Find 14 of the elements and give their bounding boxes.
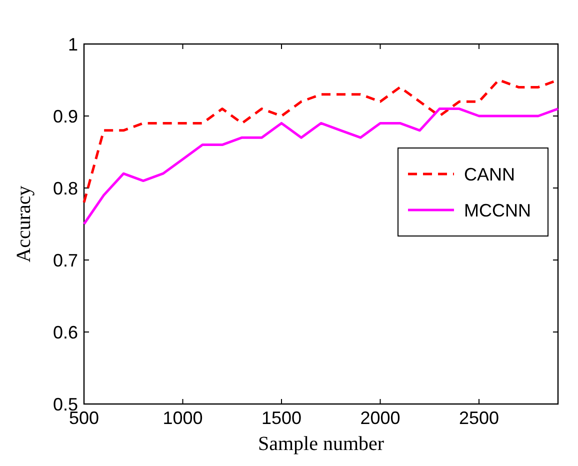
y-tick-label: 0.8 bbox=[52, 178, 78, 198]
legend-label: CANN bbox=[464, 164, 516, 184]
x-tick-label: 2500 bbox=[458, 408, 500, 428]
x-tick-label: 1500 bbox=[261, 408, 302, 428]
x-tick-label: 1000 bbox=[162, 408, 203, 428]
y-tick-label: 0.7 bbox=[52, 250, 78, 270]
x-axis-title: Sample number bbox=[258, 433, 384, 455]
line-series bbox=[82, 108, 560, 226]
y-tick-label: 0.9 bbox=[52, 106, 78, 126]
y-tick-label: 0.6 bbox=[52, 322, 78, 342]
legend-label: MCCNN bbox=[464, 200, 531, 220]
y-tick-label: 1 bbox=[68, 34, 78, 54]
x-tick-label: 2000 bbox=[360, 408, 400, 428]
y-axis-title: Accuracy bbox=[13, 186, 35, 262]
